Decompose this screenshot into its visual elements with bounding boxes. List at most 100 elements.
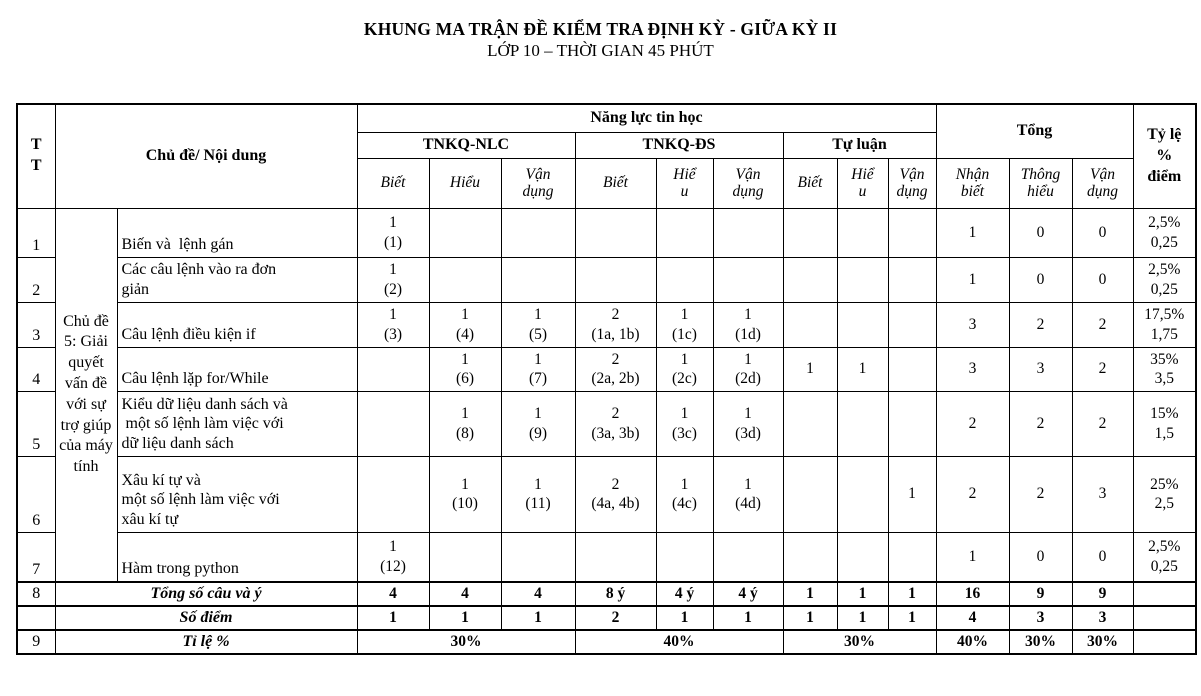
subheader-tl-vandung: Vận dụng <box>887 157 937 209</box>
cell-tong-nhanbiet: 2 <box>935 390 1010 457</box>
subheader-tong-vandung: Vận dụng <box>1071 157 1134 209</box>
cell-ty-le: 35% 3,5 <box>1132 346 1197 392</box>
cell-ds-hieu <box>655 207 714 258</box>
table-row: 4 Câu lệnh lặp for/While 1 (6) 1 (7) 2 (… <box>16 346 1197 392</box>
cell-tong-nhanbiet: 1 <box>935 207 1010 258</box>
cell-tong-vandung: 0 <box>1071 531 1134 583</box>
table-row: 3 Câu lệnh điều kiện if 1 (3) 1 (4) 1 (5… <box>16 301 1197 348</box>
cell-tong-nhanbiet: 3 <box>935 301 1010 348</box>
header-tt: T T <box>16 103 56 209</box>
sum-ds-vandung: 4 ý <box>712 581 784 607</box>
sum-nlc-biet: 1 <box>356 605 430 631</box>
cell-nlc-hieu: 1 (8) <box>428 390 502 457</box>
cell-ty-le: 2,5% 0,25 <box>1132 531 1197 583</box>
cell-tt: 3 <box>16 301 56 348</box>
cell-tl-vandung <box>887 531 937 583</box>
cell-tl-vandung <box>887 301 937 348</box>
cell-tl-biet <box>782 531 838 583</box>
cell-tl-biet <box>782 256 838 303</box>
cell-tt: 4 <box>16 346 56 392</box>
cell-ds-hieu <box>655 531 714 583</box>
cell-ds-hieu: 1 (3c) <box>655 390 714 457</box>
cell-tl-biet: 1 <box>782 346 838 392</box>
sum-ty-le <box>1132 605 1197 631</box>
sum-nlc-hieu: 4 <box>428 581 502 607</box>
sum-tl-vandung: 1 <box>887 581 937 607</box>
sum-ty-le <box>1132 581 1197 607</box>
cell-tl-biet <box>782 455 838 533</box>
cell-tong-thonghieu: 3 <box>1008 346 1073 392</box>
sum-nlc-vandung: 1 <box>500 605 576 631</box>
cell-tong-thonghieu: 0 <box>1008 207 1073 258</box>
sum-tong-thonghieu: 3 <box>1008 605 1073 631</box>
subheader-nlc-hieu: Hiểu <box>428 157 502 209</box>
cell-tong-thonghieu: 2 <box>1008 390 1073 457</box>
sum-percent-nlc: 30% <box>356 629 576 655</box>
cell-nlc-hieu <box>428 207 502 258</box>
cell-tt: 8 <box>16 581 56 607</box>
cell-ds-vandung: 1 (4d) <box>712 455 784 533</box>
cell-tl-hieu <box>836 455 889 533</box>
subheader-ds-biet: Biết <box>574 157 657 209</box>
summary-row-points: Số điểm 1 1 1 2 1 1 1 1 1 4 3 3 <box>16 605 1197 631</box>
cell-nlc-biet <box>356 455 430 533</box>
cell-tong-vandung: 2 <box>1071 390 1134 457</box>
cell-ds-vandung: 1 (3d) <box>712 390 784 457</box>
title-line2: LỚP 10 – THỜI GIAN 45 PHÚT <box>487 41 714 61</box>
cell-ds-biet: 2 (3a, 3b) <box>574 390 657 457</box>
table-row: 5 Kiểu dữ liệu danh sách và một số lệnh … <box>16 390 1197 457</box>
subheader-ds-hieu: Hiể u <box>655 157 714 209</box>
cell-nlc-vandung: 1 (7) <box>500 346 576 392</box>
cell-nlc-hieu <box>428 256 502 303</box>
cell-ds-biet <box>574 531 657 583</box>
sum-tong-vandung: 3 <box>1071 605 1134 631</box>
cell-tl-biet <box>782 301 838 348</box>
header-row-2: TNKQ-NLC TNKQ-ĐS Tự luận <box>17 131 1196 159</box>
sum-percent-tong-vandung: 30% <box>1071 629 1134 655</box>
cell-tl-biet <box>782 207 838 258</box>
subheader-ds-vandung: Vận dụng <box>712 157 784 209</box>
cell-tt: 6 <box>16 455 56 533</box>
sum-tong-vandung: 9 <box>1071 581 1134 607</box>
cell-ds-biet: 2 (2a, 2b) <box>574 346 657 392</box>
summary-label: Tỉ lệ % <box>54 629 358 655</box>
cell-topic-name: Biến và lệnh gán <box>116 207 358 258</box>
cell-topic-name: Hàm trong python <box>116 531 358 583</box>
header-topic: Chủ đề/ Nội dung <box>54 103 358 209</box>
cell-nlc-biet: 1 (12) <box>356 531 430 583</box>
cell-tong-nhanbiet: 1 <box>935 256 1010 303</box>
cell-tong-vandung: 3 <box>1071 455 1134 533</box>
sum-tong-thonghieu: 9 <box>1008 581 1073 607</box>
cell-topic-name: Xâu kí tự và một số lệnh làm việc với xâ… <box>116 455 358 533</box>
exam-matrix-table: T T Chủ đề/ Nội dung Năng lực tin học Tổ… <box>16 103 1198 655</box>
cell-ds-vandung <box>712 531 784 583</box>
summary-label: Số điểm <box>54 605 358 631</box>
sum-tl-hieu: 1 <box>836 605 889 631</box>
header-row-1: T T Chủ đề/ Nội dung Năng lực tin học Tổ… <box>16 103 1197 209</box>
sum-tl-hieu: 1 <box>836 581 889 607</box>
cell-tl-hieu <box>836 390 889 457</box>
sum-percent-tl: 30% <box>782 629 937 655</box>
cell-ty-le: 2,5% 0,25 <box>1132 256 1197 303</box>
cell-tong-thonghieu: 2 <box>1008 301 1073 348</box>
header-group-tnkq-ds: TNKQ-ĐS <box>574 131 784 159</box>
cell-ds-vandung <box>712 256 784 303</box>
cell-ds-hieu <box>655 256 714 303</box>
header-group-tu-luan: Tự luận <box>782 131 937 159</box>
document-title: KHUNG MA TRẬN ĐỀ KIỂM TRA ĐỊNH KỲ - GIỮA… <box>0 0 1201 62</box>
header-ty-le: Tỷ lệ % điểm <box>1132 103 1197 209</box>
sum-ty-le <box>1132 629 1197 655</box>
cell-tl-vandung: 1 <box>887 455 937 533</box>
header-tong: Tổng <box>935 103 1134 159</box>
cell-nlc-biet: 1 (3) <box>356 301 430 348</box>
cell-nlc-vandung: 1 (9) <box>500 390 576 457</box>
cell-tong-nhanbiet: 1 <box>935 531 1010 583</box>
sum-ds-hieu: 1 <box>655 605 714 631</box>
cell-ds-hieu: 1 (4c) <box>655 455 714 533</box>
summary-row-total-questions: 8 Tổng số câu và ý 4 4 4 8 ý 4 ý 4 ý 1 1… <box>16 581 1197 607</box>
cell-ds-vandung: 1 (2d) <box>712 346 784 392</box>
header-group-tnkq-nlc: TNKQ-NLC <box>356 131 576 159</box>
cell-ds-biet: 2 (1a, 1b) <box>574 301 657 348</box>
sum-nlc-hieu: 1 <box>428 605 502 631</box>
sum-ds-hieu: 4 ý <box>655 581 714 607</box>
